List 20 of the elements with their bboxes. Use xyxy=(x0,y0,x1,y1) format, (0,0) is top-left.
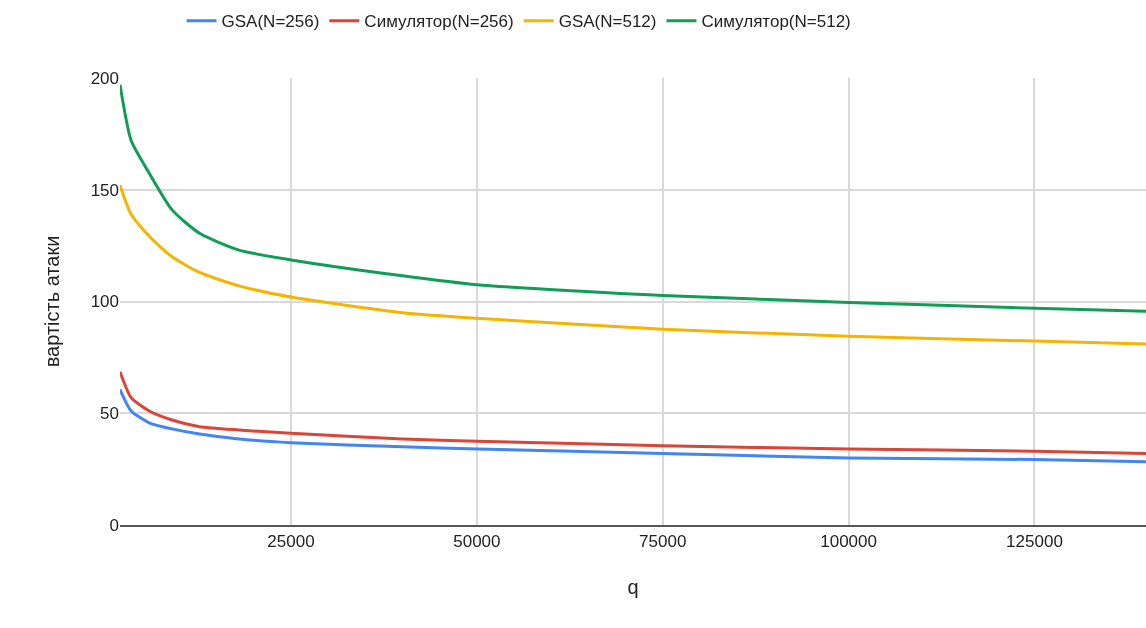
y-tick-label: 150 xyxy=(90,180,119,200)
x-tick-label: 125000 xyxy=(1006,532,1063,552)
y-tick-label: 0 xyxy=(109,515,119,535)
y-tick-label: 100 xyxy=(90,292,119,312)
y-tick-label: 50 xyxy=(100,404,119,424)
y-axis-title: вартість атаки xyxy=(41,235,64,368)
legend-label: GSA(N=512) xyxy=(558,12,657,32)
x-tick-label: 25000 xyxy=(267,532,315,552)
x-tick-label: 100000 xyxy=(820,532,877,552)
x-tick-label: 50000 xyxy=(453,532,501,552)
legend-label: Симулятор(N=256) xyxy=(364,12,514,32)
legend-label: Симулятор(N=512) xyxy=(701,12,851,32)
x-axis-title: q xyxy=(627,576,639,599)
line-series xyxy=(120,388,1146,464)
line-series xyxy=(120,83,1146,313)
legend-label: GSA(N=256) xyxy=(221,12,320,32)
y-tick-label: 200 xyxy=(90,68,119,88)
x-tick-label: 75000 xyxy=(639,532,687,552)
line-series xyxy=(120,370,1146,455)
line-series xyxy=(120,183,1146,346)
